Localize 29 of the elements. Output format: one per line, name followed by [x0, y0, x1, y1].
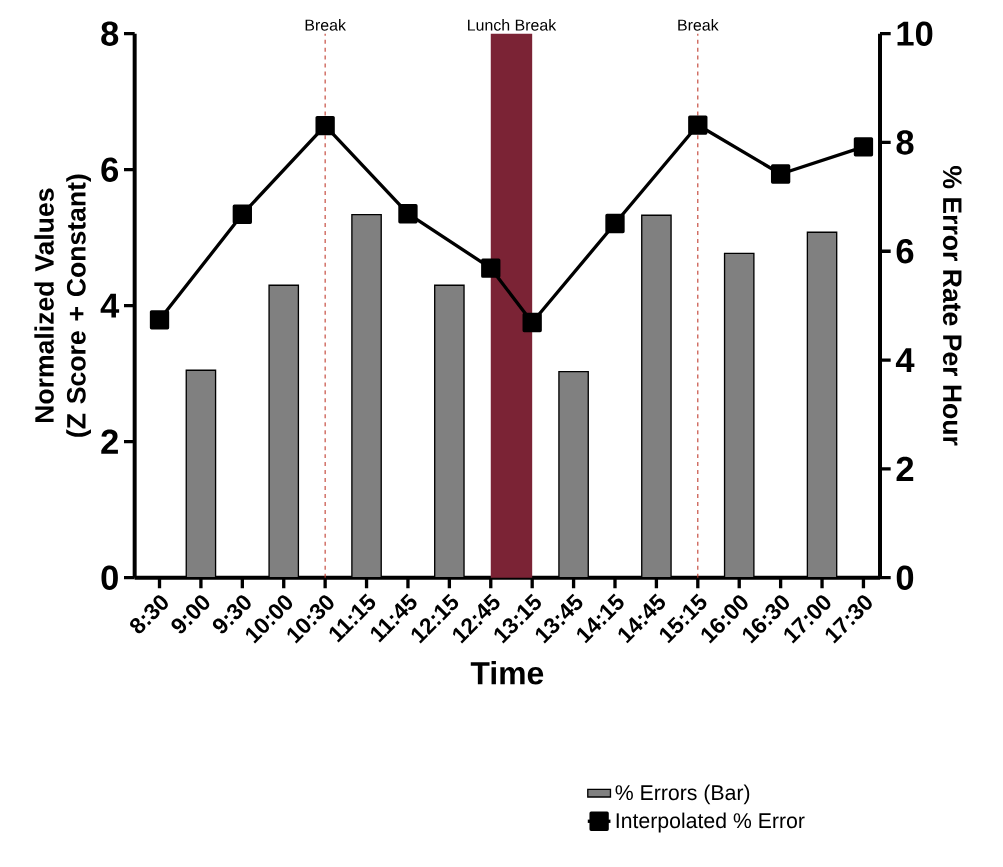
x-axis-title: Time: [470, 661, 544, 685]
y2-tick-label: 0: [896, 565, 914, 590]
legend-label: Interpolated % Error: [616, 812, 805, 833]
point: [232, 204, 252, 224]
point: [481, 258, 501, 278]
y-tick-label: 0: [101, 565, 118, 590]
point: [522, 312, 542, 333]
legend-label: % Errors (Bar): [615, 784, 750, 805]
point: [398, 204, 418, 224]
ref-line-label: Break: [678, 19, 719, 31]
y-tick-label: 4: [100, 293, 120, 318]
point: [770, 164, 791, 184]
point: [853, 137, 874, 157]
y-tick-label: 2: [101, 429, 118, 454]
y2-tick-label: 4: [895, 348, 915, 372]
point: [149, 310, 170, 330]
y2-tick-label: 8: [896, 130, 914, 155]
y-tick-label: 6: [101, 157, 119, 182]
ref-line-label: Break: [305, 19, 346, 31]
y2-tick-label: 6: [896, 239, 914, 264]
y-axis-title: Normalized Values (Z Score + Constant): [34, 174, 91, 437]
point: [605, 213, 625, 234]
point: [688, 115, 708, 135]
point: [315, 115, 335, 136]
y2-tick-label: 2: [896, 456, 914, 481]
y-tick-label: 8: [101, 21, 119, 46]
y2-axis-title: % Error Rate Per Hour: [942, 166, 962, 446]
y2-tick-label: 10: [897, 21, 933, 46]
band-label: Lunch Break: [468, 19, 557, 31]
